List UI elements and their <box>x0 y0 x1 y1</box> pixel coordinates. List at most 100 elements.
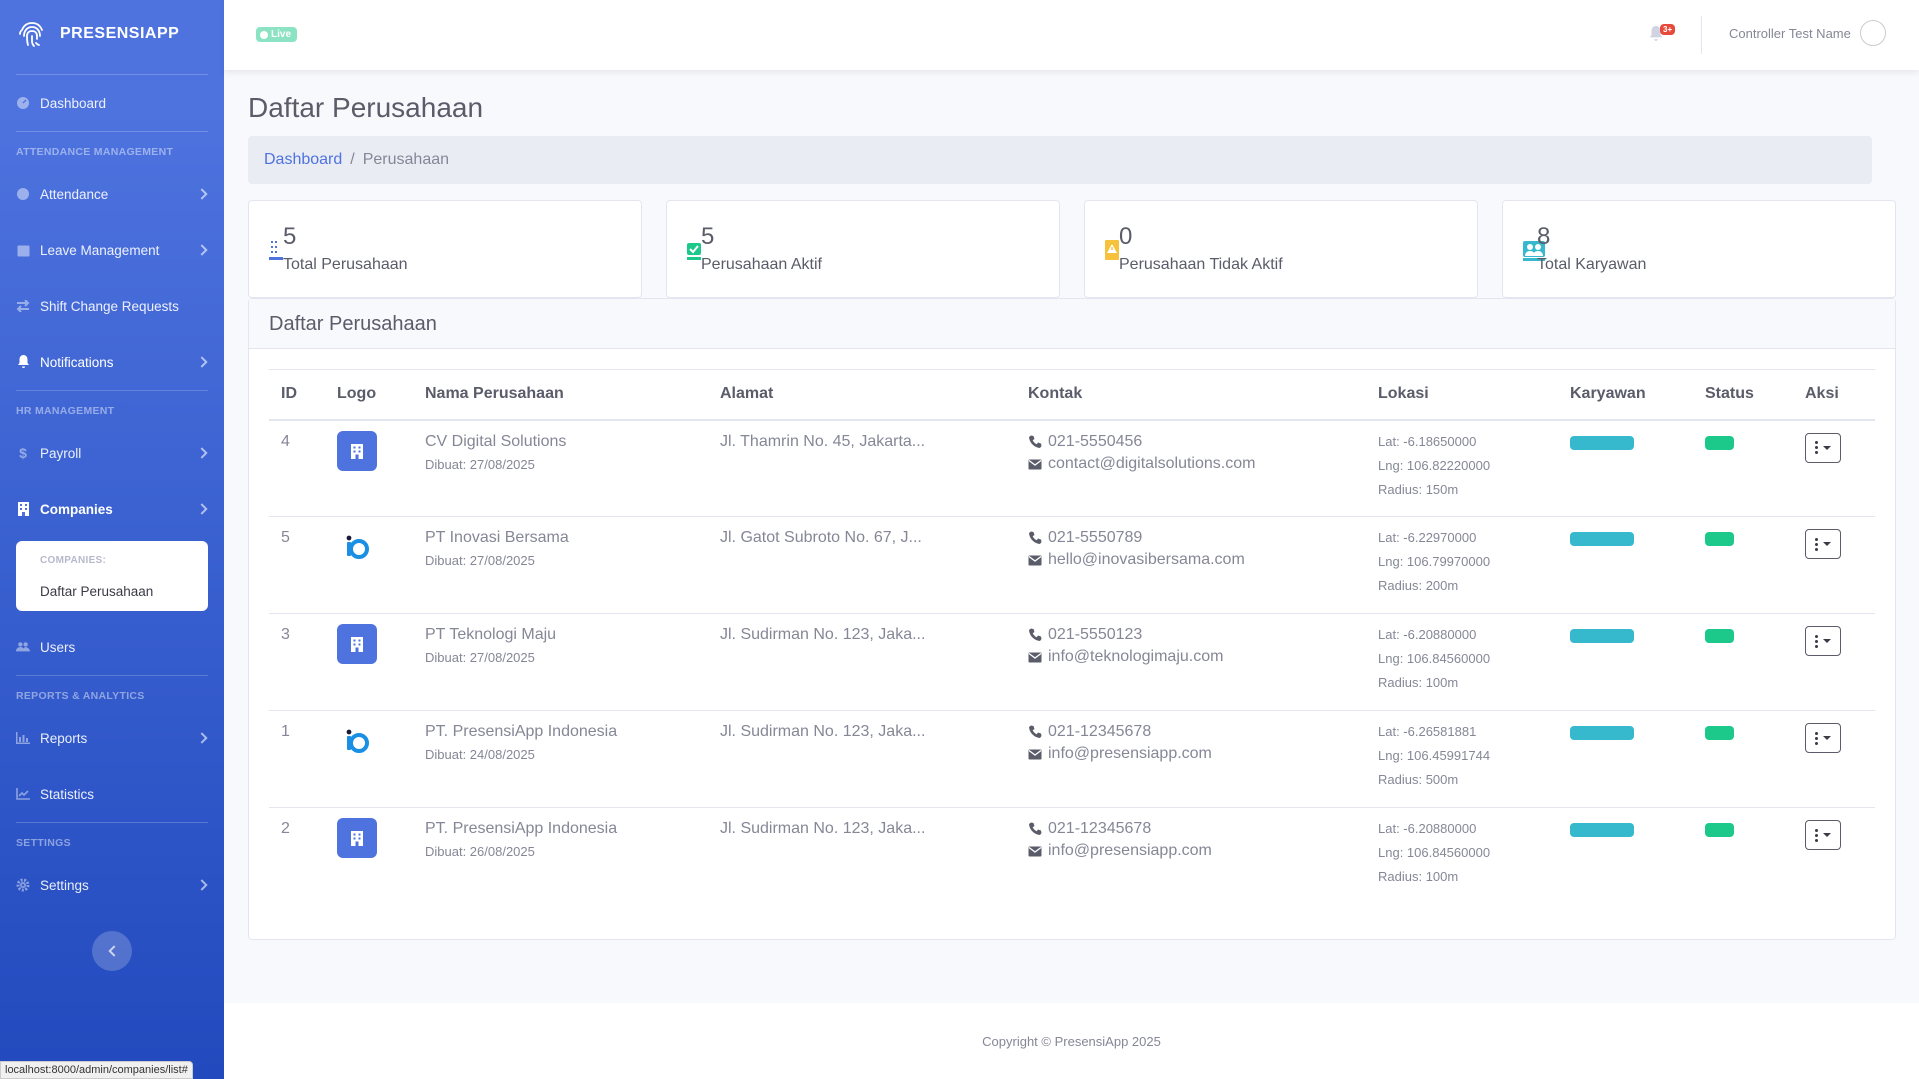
user-name[interactable]: Controller Test Name <box>1729 26 1851 41</box>
topbar: Live 3+ Controller Test Name <box>224 0 1919 70</box>
live-dot-icon <box>260 30 268 39</box>
actions-dropdown-button[interactable] <box>1805 820 1841 850</box>
company-name[interactable]: PT Inovasi Bersama <box>425 529 569 546</box>
bar-chart-icon <box>16 731 30 745</box>
email-address: info@presensiapp.com <box>1048 745 1212 762</box>
phone-line: 021-5550789 <box>1028 529 1354 547</box>
brand[interactable]: PRESENSIAPP <box>0 0 224 68</box>
sidebar-item-settings[interactable]: Settings <box>0 857 224 913</box>
chevron-right-icon <box>196 244 208 256</box>
created-date: Dibuat: 27/08/2025 <box>425 553 535 568</box>
email-line: info@teknologimaju.com <box>1028 648 1354 666</box>
actions-dropdown-button[interactable] <box>1805 529 1841 559</box>
submenu-item-daftar-perusahaan[interactable]: Daftar Perusahaan <box>40 584 154 599</box>
latitude: Lat: -6.18650000 <box>1378 433 1477 449</box>
stat-value: 0 <box>1119 223 1133 250</box>
column-header-address[interactable]: Alamat <box>708 369 1016 421</box>
company-name[interactable]: CV Digital Solutions <box>425 432 567 450</box>
sidebar-item-label: Dashboard <box>40 95 107 111</box>
column-header-status[interactable]: Status <box>1693 369 1793 421</box>
table-row: 2 PT. PresensiApp Indonesia Dibuat: 26/08/… <box>269 807 1875 905</box>
actions-dropdown-button[interactable] <box>1805 432 1841 463</box>
company-name[interactable]: PT. PresensiApp Indonesia <box>425 723 618 740</box>
latitude: Lat: -6.26581881 <box>1378 724 1477 739</box>
breadcrumb: Dashboard / Perusahaan <box>248 136 1872 184</box>
company-logo <box>337 721 377 761</box>
footer: Copyright © PresensiApp 2025 <box>224 1003 1919 1079</box>
actions-dropdown-button[interactable] <box>1805 723 1841 753</box>
column-header-contact[interactable]: Kontak <box>1016 369 1366 421</box>
actions-dropdown-button[interactable] <box>1805 626 1841 656</box>
sidebar-item-label: Users <box>40 639 76 655</box>
column-header-location[interactable]: Lokasi <box>1366 369 1558 421</box>
phone-number: 021-5550789 <box>1048 529 1143 546</box>
chevron-right-icon <box>196 732 208 744</box>
email-address: contact@digitalsolutions.com <box>1048 454 1256 472</box>
company-name[interactable]: PT. PresensiApp Indonesia <box>425 820 618 837</box>
cell-logo <box>325 807 413 905</box>
chevron-right-icon <box>196 356 208 368</box>
table-row: 3 PT Teknologi Maju Dibuat: 27/08/2025 Jl. … <box>269 613 1875 711</box>
breadcrumb-home-link[interactable]: Dashboard <box>264 151 343 168</box>
column-header-actions: Aksi <box>1793 369 1875 421</box>
phone-line: 021-12345678 <box>1028 723 1354 741</box>
notification-count-badge: 3+ <box>1660 24 1676 35</box>
sidebar-item-leave[interactable]: Leave Management <box>0 222 224 278</box>
table-header-row: ID Logo Nama Perusahaan Alamat Kontak Lo… <box>269 369 1875 421</box>
sidebar-divider <box>16 390 208 391</box>
sidebar-item-payroll[interactable]: $ Payroll <box>0 425 224 481</box>
sidebar-item-dashboard[interactable]: Dashboard <box>0 75 224 131</box>
ellipsis-vertical-icon <box>1815 537 1818 551</box>
sidebar-item-label: Shift Change Requests <box>40 298 179 314</box>
caret-down-icon <box>1823 639 1831 643</box>
sidebar-item-label: Payroll <box>40 445 82 461</box>
sidebar-item-users[interactable]: Users <box>0 619 224 675</box>
radius: Radius: 200m <box>1378 578 1459 593</box>
gear-icon <box>16 878 30 892</box>
email-line: contact@digitalsolutions.com <box>1028 455 1354 473</box>
created-date: Dibuat: 26/08/2025 <box>425 844 535 859</box>
chevron-right-icon <box>196 503 208 515</box>
section-heading-hr: HR MANAGEMENT <box>16 405 115 417</box>
longitude: Lng: 106.82220000 <box>1378 457 1491 473</box>
sidebar-toggle-button[interactable] <box>92 931 132 971</box>
sidebar-divider <box>16 822 208 823</box>
sidebar-item-companies[interactable]: Companies <box>0 481 224 537</box>
sidebar-item-attendance[interactable]: Attendance <box>0 166 224 222</box>
sidebar-item-notifications[interactable]: Notifications <box>0 334 224 390</box>
sidebar-item-statistics[interactable]: Statistics <box>0 766 224 822</box>
status-badge: Aktif <box>1705 435 1735 450</box>
sidebar-item-label: Notifications <box>40 354 114 370</box>
employee-count-badge: 0 karyawan <box>1570 435 1635 450</box>
cell-contact: 021-12345678 info@presensiapp.com <box>1016 807 1366 905</box>
line-chart-icon <box>16 787 30 801</box>
company-table-card: Daftar Perusahaan ID Logo Nama Perusahaa… <box>248 298 1896 940</box>
email-address: info@presensiapp.com <box>1048 842 1212 859</box>
company-logo <box>337 527 377 567</box>
status-badge: Aktif <box>1705 629 1735 643</box>
brand-name: PRESENSIAPP <box>60 25 180 42</box>
radius: Radius: 500m <box>1378 772 1459 787</box>
sidebar-divider <box>16 131 208 132</box>
column-header-id[interactable]: ID <box>269 369 325 421</box>
sidebar-item-reports[interactable]: Reports <box>0 710 224 766</box>
phone-number: 021-5550123 <box>1048 626 1143 643</box>
cell-contact: 021-5550789 hello@inovasibersama.com <box>1016 516 1366 614</box>
column-header-name[interactable]: Nama Perusahaan <box>413 369 708 421</box>
column-header-employees[interactable]: Karyawan <box>1558 369 1693 421</box>
cell-id: 5 <box>269 516 325 614</box>
employee-count-badge: 0 karyawan <box>1570 532 1635 546</box>
sidebar-item-label: Settings <box>40 877 89 893</box>
bell-icon[interactable] <box>1648 26 1664 42</box>
sidebar-item-shift[interactable]: Shift Change Requests <box>0 278 224 334</box>
avatar[interactable] <box>1860 20 1886 46</box>
company-name[interactable]: PT Teknologi Maju <box>425 626 557 643</box>
created-date: Dibuat: 24/08/2025 <box>425 747 535 762</box>
phone-icon <box>1029 725 1042 738</box>
topbar-divider <box>1701 16 1702 54</box>
cell-status: Aktif <box>1693 613 1793 711</box>
created-date: Dibuat: 27/08/2025 <box>425 650 535 665</box>
stat-value: 8 <box>1537 223 1551 250</box>
dollar-icon: $ <box>19 445 27 461</box>
cell-id: 2 <box>269 807 325 905</box>
